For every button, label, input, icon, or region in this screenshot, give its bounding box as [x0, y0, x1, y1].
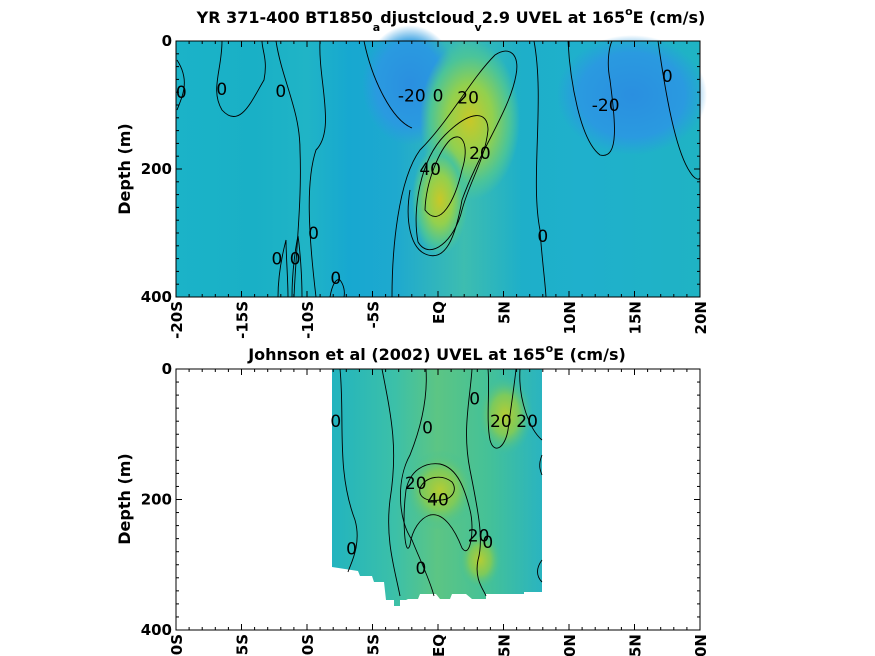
top-panel: YR 371-400 BT1850adjustcloudv2.9 UVEL at… [115, 5, 710, 339]
top-contour-deep-west-c [329, 279, 345, 298]
bottom-contour-label: 0 [416, 559, 427, 579]
top-x-tick-label: 5N [496, 301, 514, 324]
bottom-contour-label: 40 [427, 491, 449, 511]
top-x-tick-label: -20S [168, 301, 186, 339]
bottom-contour-zero-east-bottom [537, 559, 543, 583]
top-contour-label: -20 [592, 96, 620, 116]
top-contour-deep-west-a [277, 239, 289, 298]
bottom-contour-label: 0 [482, 533, 493, 553]
top-contour-label: 0 [433, 86, 444, 106]
bottom-ylabel: Depth (m) [115, 453, 134, 545]
top-contour-jet-outer [391, 50, 518, 298]
bottom-contour-20-east-b [466, 368, 487, 597]
top-contour-zero-east [533, 40, 547, 298]
top-contour-zero-south-c [308, 40, 326, 298]
top-contour-label: 0 [271, 250, 282, 270]
bottom-contour-zero-east-deep [539, 454, 543, 476]
top-contour-zero-mid [363, 40, 413, 129]
bottom-contour-label: 0 [330, 412, 341, 432]
top-contour-label: 0 [275, 82, 286, 102]
bottom-contours [339, 368, 543, 597]
top-contour-zero-south-a [216, 40, 266, 117]
bottom-contour-zero-mid [381, 368, 401, 597]
top-negative-region-east [557, 35, 707, 155]
bottom-x-tick-label: -5S [365, 634, 383, 656]
bottom-panel-title: Johnson et al (2002) UVEL at 165oE (cm/s… [247, 342, 626, 364]
bottom-y-tick-label: 0 [162, 360, 172, 378]
bottom-panel: Johnson et al (2002) UVEL at 165oE (cm/s… [115, 342, 710, 656]
top-heatmap-field [176, 25, 707, 297]
bottom-contour-zero-east [519, 368, 543, 441]
bottom-contour-zero-centre [400, 368, 435, 597]
top-contour-label: 0 [290, 250, 301, 270]
bottom-y-tick-label: 200 [141, 491, 172, 509]
bottom-contour-zero-west [339, 368, 358, 573]
top-contour-minus20-east [567, 40, 615, 156]
top-contour-label: 20 [469, 144, 491, 164]
top-contour-label: 0 [537, 227, 548, 247]
bottom-contour-label: 0 [346, 539, 357, 559]
top-x-tick-label: 10N [561, 301, 579, 334]
bottom-positive-deep-east [458, 530, 502, 590]
top-x-tick-label: -15S [234, 301, 252, 339]
top-contour-label: 0 [216, 80, 227, 100]
top-contour-zero-far-east [657, 40, 701, 180]
top-contour-label: 0 [330, 269, 341, 289]
top-positive-jet-core [412, 145, 468, 255]
bottom-x-tick-label: -20S [168, 634, 186, 656]
top-x-tick-label: -5S [365, 301, 383, 328]
bottom-contour-label: 20 [490, 412, 512, 432]
top-contour-label: 20 [457, 88, 479, 108]
bottom-contour-label: 20 [468, 526, 490, 546]
top-contour-zero-west [176, 59, 185, 111]
bottom-x-tick-label: -10S [299, 634, 317, 656]
top-x-tick-label: 20N [692, 301, 710, 334]
bottom-contour-20-core [403, 463, 473, 551]
top-contour-label: 0 [308, 224, 319, 244]
top-contour-label: 0 [176, 83, 187, 103]
bottom-contour-20-east-a [487, 368, 517, 449]
bottom-contour-label: 0 [422, 419, 433, 439]
top-x-tick-label: -10S [299, 301, 317, 339]
bottom-x-tick-label: EQ [430, 634, 448, 656]
bottom-x-tick-label: 10N [561, 634, 579, 656]
top-ylabel: Depth (m) [115, 123, 134, 215]
top-contour-jet-inner [415, 115, 489, 251]
top-y-tick-label: 0 [162, 32, 172, 50]
top-contour-40 [424, 136, 466, 217]
bottom-contour-40 [419, 476, 455, 501]
top-y-tick-label: 200 [141, 160, 172, 178]
top-contour-label: 40 [419, 160, 441, 180]
bottom-contour-label: 20 [516, 412, 538, 432]
bottom-y-tick-label: 400 [141, 621, 172, 639]
bottom-x-tick-label: -15S [234, 634, 252, 656]
bottom-x-tick-label: 15N [627, 634, 645, 656]
top-contour-label: -20 [398, 86, 426, 106]
bottom-heatmap-field [332, 369, 542, 606]
bottom-positive-core [404, 450, 476, 530]
bottom-contour-label: 20 [405, 474, 427, 494]
top-y-tick-label: 400 [141, 288, 172, 306]
top-contour-label: 0 [662, 67, 673, 87]
bottom-x-tick-label: 5N [496, 634, 514, 656]
top-x-tick-label: 15N [627, 301, 645, 334]
top-panel-title: YR 371-400 BT1850adjustcloudv2.9 UVEL at… [196, 5, 706, 34]
top-contour-deep-west-b [291, 235, 303, 298]
top-x-tick-label: EQ [430, 301, 448, 324]
bottom-positive-upper-east [477, 375, 533, 455]
top-contours [176, 40, 701, 298]
bottom-contour-label: 0 [469, 389, 480, 409]
bottom-x-tick-label: 20N [692, 634, 710, 656]
top-contour-zero-south-b [275, 40, 301, 298]
